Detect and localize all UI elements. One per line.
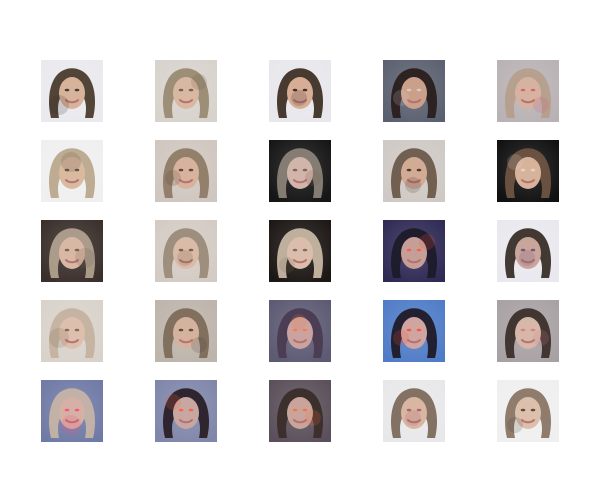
face-sample-tile (383, 60, 445, 122)
face-sample-tile (155, 140, 217, 202)
face-sample-tile (41, 140, 103, 202)
face-sample-image (155, 380, 217, 442)
face-sample-tile (41, 60, 103, 122)
face-sample-image (383, 220, 445, 282)
face-sample-grid (41, 60, 559, 442)
face-sample-tile (269, 300, 331, 362)
face-sample-tile (269, 60, 331, 122)
face-sample-image (155, 60, 217, 122)
face-sample-tile (497, 300, 559, 362)
face-sample-image (497, 220, 559, 282)
face-sample-tile (41, 300, 103, 362)
face-sample-image (41, 60, 103, 122)
face-sample-image (269, 380, 331, 442)
face-sample-image (155, 140, 217, 202)
face-sample-tile (155, 300, 217, 362)
face-sample-image (155, 300, 217, 362)
face-sample-tile (383, 300, 445, 362)
face-sample-image (497, 140, 559, 202)
face-sample-tile (497, 140, 559, 202)
face-sample-image (269, 220, 331, 282)
face-sample-tile (269, 380, 331, 442)
face-sample-image (41, 300, 103, 362)
face-sample-image (41, 380, 103, 442)
face-sample-image (269, 60, 331, 122)
face-sample-image (497, 60, 559, 122)
face-sample-image (383, 140, 445, 202)
face-sample-tile (269, 220, 331, 282)
face-sample-tile (155, 60, 217, 122)
face-sample-image (41, 140, 103, 202)
face-sample-image (155, 220, 217, 282)
face-sample-image (383, 300, 445, 362)
face-sample-tile (497, 60, 559, 122)
face-sample-tile (497, 380, 559, 442)
face-sample-tile (269, 140, 331, 202)
face-sample-tile (41, 380, 103, 442)
face-sample-image (269, 140, 331, 202)
face-sample-tile (383, 140, 445, 202)
face-sample-image (497, 380, 559, 442)
face-sample-tile (155, 380, 217, 442)
face-sample-tile (497, 220, 559, 282)
face-sample-tile (155, 220, 217, 282)
face-sample-tile (383, 220, 445, 282)
face-sample-image (41, 220, 103, 282)
face-sample-tile (383, 380, 445, 442)
face-sample-tile (41, 220, 103, 282)
face-sample-image (269, 300, 331, 362)
face-sample-image (497, 300, 559, 362)
face-sample-image (383, 60, 445, 122)
face-sample-image (383, 380, 445, 442)
